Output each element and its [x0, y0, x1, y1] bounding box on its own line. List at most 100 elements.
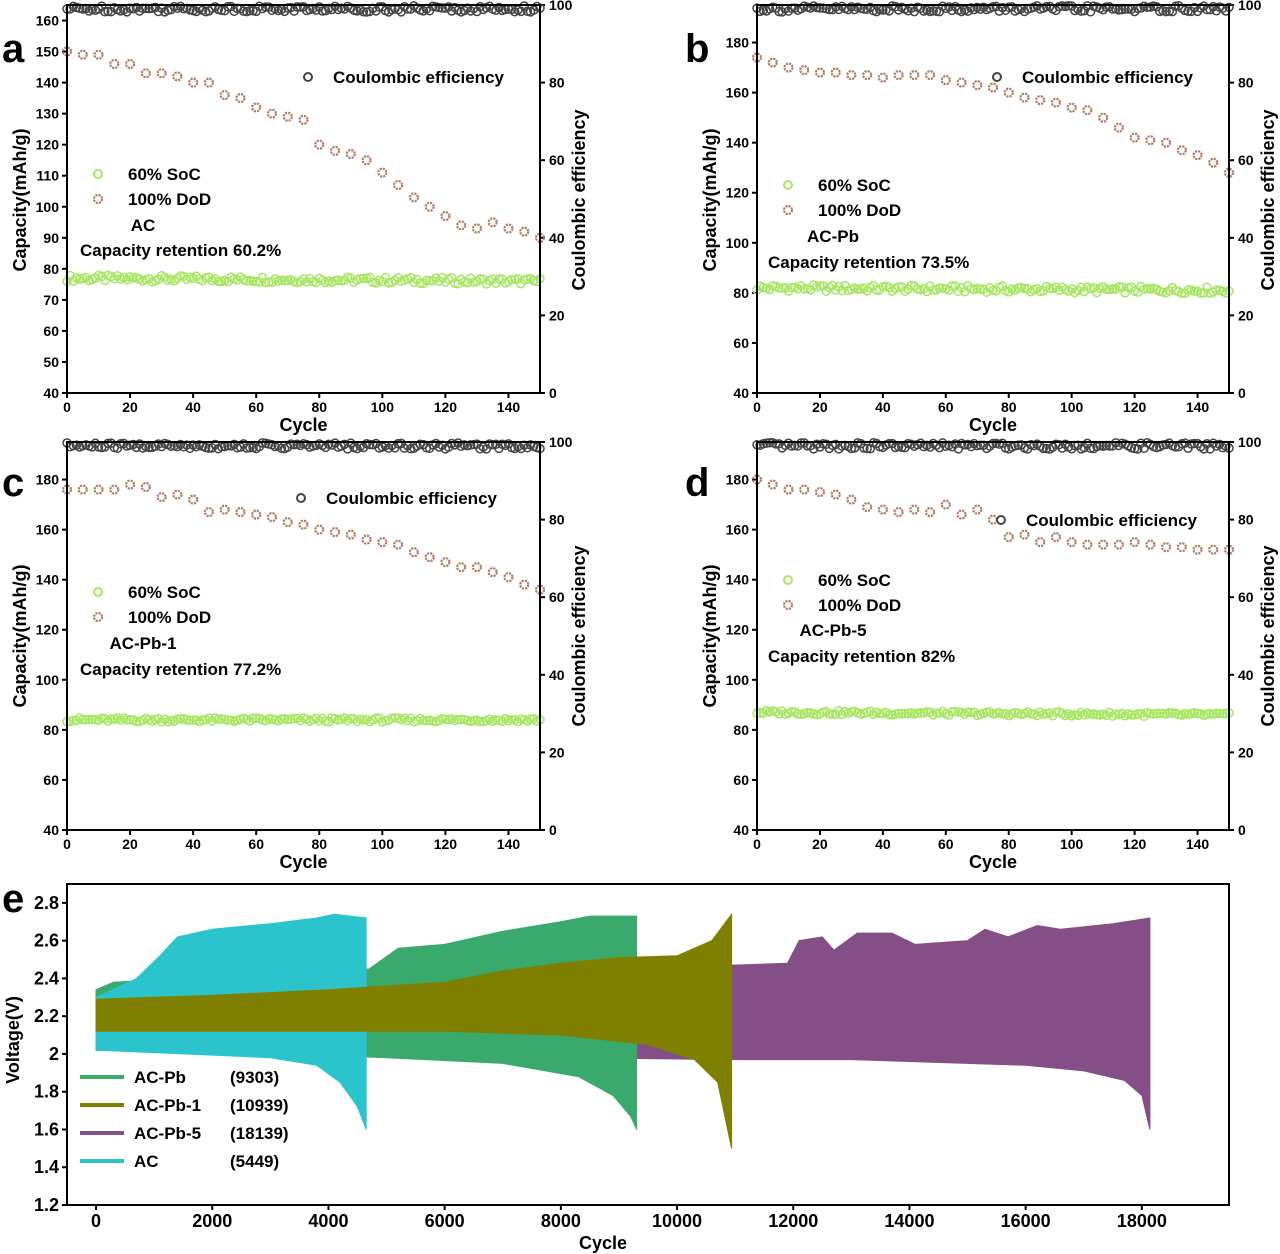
soc-point: [981, 707, 992, 718]
soc-point: [257, 272, 268, 283]
dod-point: [487, 567, 498, 578]
y-tick-label: 60: [733, 335, 749, 351]
soc-point: [774, 283, 784, 293]
y-tick-label: 160: [726, 522, 750, 538]
dod-point: [893, 69, 904, 81]
dod-point: [1160, 542, 1172, 553]
y-tick-label: 2: [49, 1044, 59, 1064]
y2-tick-label: 20: [549, 744, 565, 760]
y-tick-label: 40: [733, 822, 749, 838]
dod-point: [940, 74, 951, 86]
legend-soc-marker: [93, 169, 103, 179]
series-soc: [62, 270, 545, 289]
retention-label: Capacity retention 60.2%: [80, 241, 281, 260]
y2-tick-label: 100: [1238, 434, 1262, 450]
dod-point: [519, 226, 530, 237]
soc-point: [175, 714, 186, 724]
y-tick-label: 1.6: [34, 1119, 59, 1139]
dod-point: [345, 148, 356, 160]
y2-axis-title: Coulombic efficiency: [569, 109, 589, 290]
ce-point: [777, 7, 787, 17]
dod-point: [972, 504, 983, 515]
ce-point: [815, 3, 825, 13]
y-tick-label: 90: [43, 230, 59, 246]
soc-point: [884, 709, 894, 720]
y-tick-label: 100: [36, 199, 60, 215]
dod-point: [830, 67, 841, 78]
x-tick-label: 0: [63, 836, 71, 852]
ce-point: [223, 2, 233, 12]
ce-point: [292, 2, 302, 12]
ce-point: [761, 438, 772, 448]
dod-point: [956, 77, 967, 88]
ce-point: [1129, 443, 1140, 454]
soc-point: [1073, 710, 1083, 721]
y-tick-label: 120: [726, 185, 750, 201]
y-tick-label: 140: [36, 75, 60, 91]
voltage-band-ac-pb-1: [95, 912, 733, 1149]
x-tick-label: 14000: [884, 1211, 934, 1231]
dod-point: [503, 223, 514, 234]
x-tick-label: 0: [91, 1211, 101, 1231]
soc-point: [188, 715, 198, 725]
x-tick-label: 20: [812, 399, 828, 415]
y-axis-title: Capacity(mAh/g): [10, 128, 30, 271]
y-tick-label: 100: [726, 235, 750, 251]
y-tick-label: 120: [36, 137, 60, 153]
dod-point: [1098, 112, 1109, 123]
series-dod: [751, 52, 1235, 178]
x-tick-label: 20: [812, 836, 828, 852]
soc-point: [1107, 284, 1118, 294]
x-tick-label: 120: [1123, 836, 1147, 852]
x-tick-label: 100: [371, 836, 395, 852]
sample-label: AC-Pb-1: [109, 634, 176, 653]
legend-dod-label: 100% DoD: [128, 608, 211, 627]
dod-point: [77, 484, 88, 495]
soc-point: [182, 715, 192, 725]
y-tick-label: 100: [726, 672, 750, 688]
plot-frame: [756, 441, 1230, 831]
dod-point: [345, 529, 356, 540]
retention-label: Capacity retention 77.2%: [80, 660, 281, 679]
dod-point: [203, 506, 214, 518]
legend-count: (10939): [230, 1096, 289, 1115]
soc-point: [279, 275, 290, 286]
dod-point: [172, 71, 183, 82]
dod-point: [1129, 537, 1140, 548]
dod-point: [1113, 539, 1124, 550]
soc-point: [1148, 709, 1159, 719]
x-tick-label: 40: [185, 836, 201, 852]
y2-tick-label: 60: [549, 152, 565, 168]
dod-point: [109, 58, 120, 70]
ce-point: [1085, 443, 1096, 454]
soc-point: [106, 714, 116, 724]
y-tick-label: 80: [733, 722, 749, 738]
ce-point: [364, 6, 375, 17]
soc-point: [390, 713, 400, 723]
soc-point: [1101, 284, 1112, 294]
dod-point: [940, 499, 951, 510]
soc-point: [874, 708, 885, 719]
x-tick-label: 60: [248, 836, 264, 852]
soc-point: [380, 715, 391, 726]
ce-point: [115, 438, 126, 449]
dod-point: [329, 145, 341, 156]
dod-point: [314, 524, 325, 535]
dod-point: [124, 479, 136, 490]
y-tick-label: 1.8: [34, 1082, 59, 1102]
x-tick-label: 16000: [1001, 1211, 1051, 1231]
dod-point: [282, 517, 293, 528]
x-tick-label: 140: [1186, 399, 1210, 415]
soc-point: [68, 715, 79, 726]
soc-point: [953, 707, 964, 717]
soc-point: [78, 714, 88, 725]
dod-point: [1003, 87, 1014, 98]
dod-point: [846, 494, 857, 505]
soc-point: [421, 715, 432, 726]
y2-tick-label: 40: [1238, 667, 1254, 683]
legend-ce-label: Coulombic efficiency: [1022, 68, 1194, 87]
dod-point: [1035, 537, 1046, 548]
dod-point: [1176, 542, 1187, 553]
dod-point: [109, 484, 120, 495]
soc-point: [506, 274, 517, 285]
